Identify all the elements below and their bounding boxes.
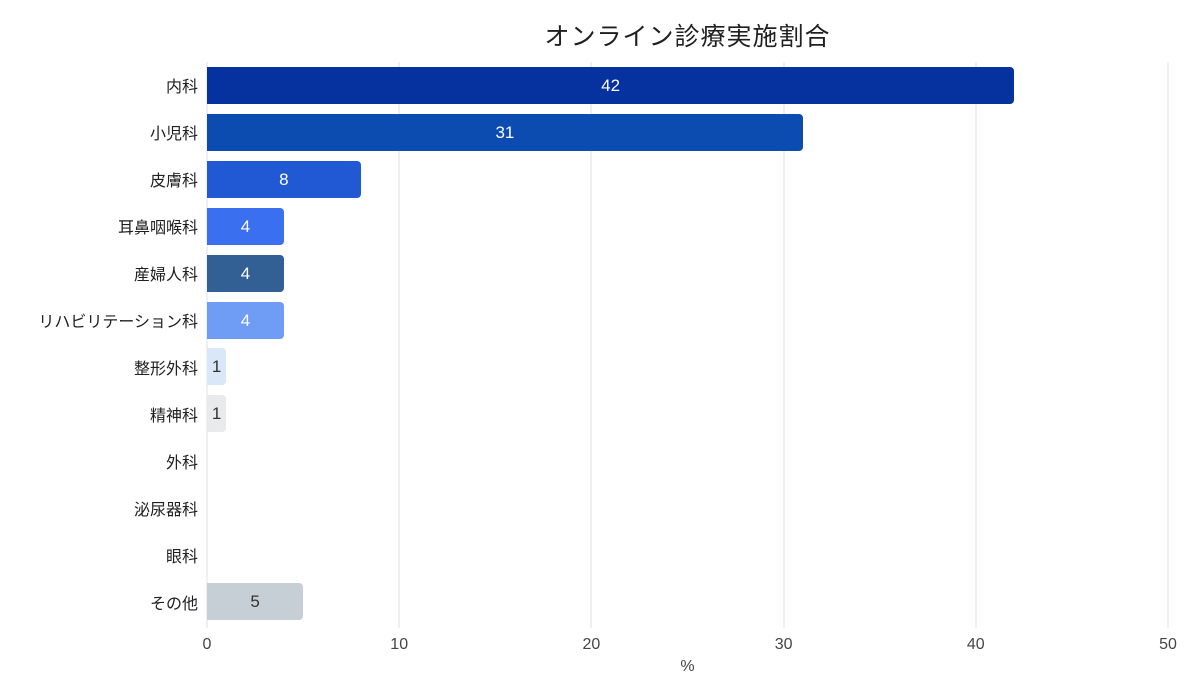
category-label-4: 産婦人科 xyxy=(133,267,198,285)
x-axis-label: % xyxy=(680,658,695,675)
bar-row-3: 4 xyxy=(207,203,1168,250)
bar-11: 5 xyxy=(207,583,304,621)
x-tick-label-0: 0 xyxy=(202,636,212,653)
value-label-3: 4 xyxy=(240,216,251,236)
category-label-8: 外科 xyxy=(165,454,198,472)
chart-title: オンライン診療実施割合 xyxy=(544,23,831,51)
bar-row-5: 4 xyxy=(207,297,1168,344)
bar-row-2: 8 xyxy=(207,156,1168,203)
value-label-1: 31 xyxy=(495,122,515,142)
bar-0: 42 xyxy=(207,66,1015,104)
bar-2: 8 xyxy=(207,160,361,198)
value-label-11: 5 xyxy=(250,592,260,612)
bar-6: 1 xyxy=(207,348,227,386)
value-label-4: 4 xyxy=(240,263,251,283)
x-tick-label-10: 10 xyxy=(390,636,409,653)
category-label-5: リハビリテーション科 xyxy=(38,314,198,332)
category-label-6: 整形外科 xyxy=(133,360,198,378)
bar-row-8 xyxy=(207,437,1168,484)
category-axis: 内科小児科皮膚科耳鼻咽喉科産婦人科リハビリテーション科整形外科精神科外科泌尿器科… xyxy=(0,62,198,625)
bar-row-7: 1 xyxy=(207,390,1168,437)
bar-row-10 xyxy=(207,531,1168,578)
bar-3: 4 xyxy=(207,207,284,245)
category-label-2: 皮膚科 xyxy=(149,173,198,191)
bar-row-1: 31 xyxy=(207,109,1168,156)
bar-row-6: 1 xyxy=(207,344,1168,391)
category-label-9: 泌尿器科 xyxy=(133,501,198,519)
category-label-7: 精神科 xyxy=(149,407,198,425)
bar-5: 4 xyxy=(207,301,284,339)
x-tick-label-20: 20 xyxy=(582,636,601,653)
value-label-0: 42 xyxy=(601,75,621,95)
value-label-2: 8 xyxy=(279,169,289,189)
category-label-1: 小児科 xyxy=(149,126,198,144)
category-label-10: 眼科 xyxy=(165,548,198,566)
bar-row-11: 5 xyxy=(207,578,1168,625)
bar-row-9 xyxy=(207,484,1168,531)
value-label-5: 4 xyxy=(240,310,251,330)
category-label-0: 内科 xyxy=(165,79,198,97)
bar-7: 1 xyxy=(207,395,227,433)
value-label-6: 1 xyxy=(211,357,222,377)
plot-area: 42 31 8 4 4 4 1 1 5 xyxy=(206,62,1169,628)
x-tick-label-50: 50 xyxy=(1159,636,1177,653)
bar-rows: 42 31 8 4 4 4 1 1 5 xyxy=(207,62,1168,625)
x-axis: 0 10 20 30 40 50 xyxy=(203,636,1177,656)
bar-4: 4 xyxy=(207,254,284,292)
bar-row-0: 42 xyxy=(207,62,1168,109)
x-tick-label-30: 30 xyxy=(774,636,793,653)
bar-row-4: 4 xyxy=(207,250,1168,297)
value-label-7: 1 xyxy=(211,404,222,424)
x-tick-label-40: 40 xyxy=(966,636,985,653)
bar-1: 31 xyxy=(207,113,803,151)
category-label-11: その他 xyxy=(149,595,198,613)
category-label-3: 耳鼻咽喉科 xyxy=(117,220,198,238)
